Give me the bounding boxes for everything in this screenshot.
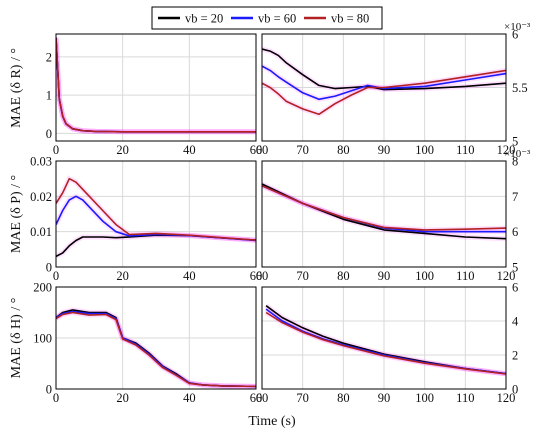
axes-frame [261,33,507,142]
x-tick-label: 60 [256,391,269,405]
y-tick-label: 0.01 [30,225,52,239]
x-tick-label: 20 [116,391,129,405]
x-tick-label: 40 [183,143,196,157]
series-group [262,46,506,118]
x-tick-label: 20 [116,269,129,283]
panel-R-left: 0 20 40 60 0 1 2 MAE (δ R) / ° [9,33,263,157]
y-exponent-label: ×10⁻³ [504,21,531,33]
x-tick-label: 60 [256,269,269,283]
axes-frame [55,286,257,390]
legend-label-vb60: vb = 60 [258,12,296,26]
axes-frame [261,286,507,390]
plot-area [56,34,256,141]
y-tick-label: 200 [33,281,52,295]
y-axis-label: MAE (δ R) / ° [9,48,24,128]
y-tick-label: 2 [512,349,518,363]
y-tick-label: 6 [512,225,518,239]
series-line-vb80 [265,311,506,375]
x-tick-label: 70 [296,143,309,157]
legend-box [151,6,383,30]
legend-label-vb20: vb = 20 [185,12,223,26]
x-tick-label: 80 [337,269,350,283]
y-tick-label: 1 [46,89,52,103]
x-tick-label: 80 [337,391,350,405]
x-tick-label: 60 [250,143,263,157]
y-tick-label: 0 [46,127,52,141]
x-tick-label: 100 [415,143,434,157]
y-tick-label: 6 [512,281,518,295]
x-tick-label: 40 [183,391,196,405]
series-line-vb80 [56,37,256,133]
x-tick-label: 20 [116,143,129,157]
y-tick-label: 5.5 [512,81,528,95]
y-tick-label: 2 [46,50,52,64]
x-tick-label: 60 [250,391,263,405]
y-tick-label: 6 [512,28,518,42]
x-axis-label: Time (s) [248,414,296,429]
x-tick-label: 0 [53,391,59,405]
y-tick-label: 0 [512,383,518,397]
legend: vb = 20 vb = 60 vb = 80 [151,6,383,30]
x-tick-label: 100 [415,269,434,283]
x-tick-label: 120 [497,143,516,157]
y-tick-label: 0 [46,383,52,397]
x-tick-label: 90 [378,391,391,405]
series-group [56,307,256,389]
x-tick-label: 110 [456,269,474,283]
y-axis-label: MAE (δ H) / ° [9,298,24,379]
axes-frame [261,160,507,268]
x-tick-label: 110 [456,143,474,157]
y-tick-label: 8 [512,155,518,169]
series-group [56,37,256,135]
x-tick-label: 70 [296,391,309,405]
series-line-vb80 [56,177,256,241]
y-exponent-label: ×10⁻³ [504,148,531,160]
x-tick-label: 110 [456,391,474,405]
series-line-vb80 [262,184,506,231]
plot-area [56,161,256,267]
x-tick-label: 60 [256,143,269,157]
x-tick-label: 40 [183,269,196,283]
legend-label-vb80: vb = 80 [331,12,369,26]
panel-P-left: 0 20 40 60 0 0.01 0.02 0.03 MAE (δ P) / ° [9,155,262,284]
x-tick-label: 120 [497,269,516,283]
y-tick-label: 0.02 [30,190,52,204]
y-axis-label: MAE (δ P) / ° [9,175,24,253]
y-tick-label: 0 [46,261,52,275]
y-tick-label: 0.03 [30,155,52,169]
x-tick-label: 100 [415,391,434,405]
series-line-vb80 [262,69,506,116]
axes-frame [55,160,257,268]
y-tick-label: 5 [512,135,518,149]
x-tick-label: 80 [337,143,350,157]
y-tick-label: 5 [512,261,518,275]
y-tick-label: 7 [512,190,518,204]
series-group [56,175,256,259]
axes-frame [55,33,257,142]
x-tick-label: 70 [296,269,309,283]
x-tick-label: 60 [250,269,263,283]
x-tick-label: 90 [378,143,391,157]
series-group [264,303,506,377]
x-tick-label: 0 [53,269,59,283]
series-line-vb20 [262,48,506,91]
series-group [262,181,506,242]
series-line-vb80 [56,311,256,388]
x-tick-label: 90 [378,269,391,283]
x-tick-label: 0 [53,143,59,157]
panel-H-left: 0 20 40 60 0 100 200 MAE (δ H) / ° [9,281,262,406]
x-tick-label: 120 [497,391,516,405]
series-line-vb60 [262,65,506,101]
y-tick-label: 4 [512,315,519,329]
y-tick-label: 100 [33,332,52,346]
